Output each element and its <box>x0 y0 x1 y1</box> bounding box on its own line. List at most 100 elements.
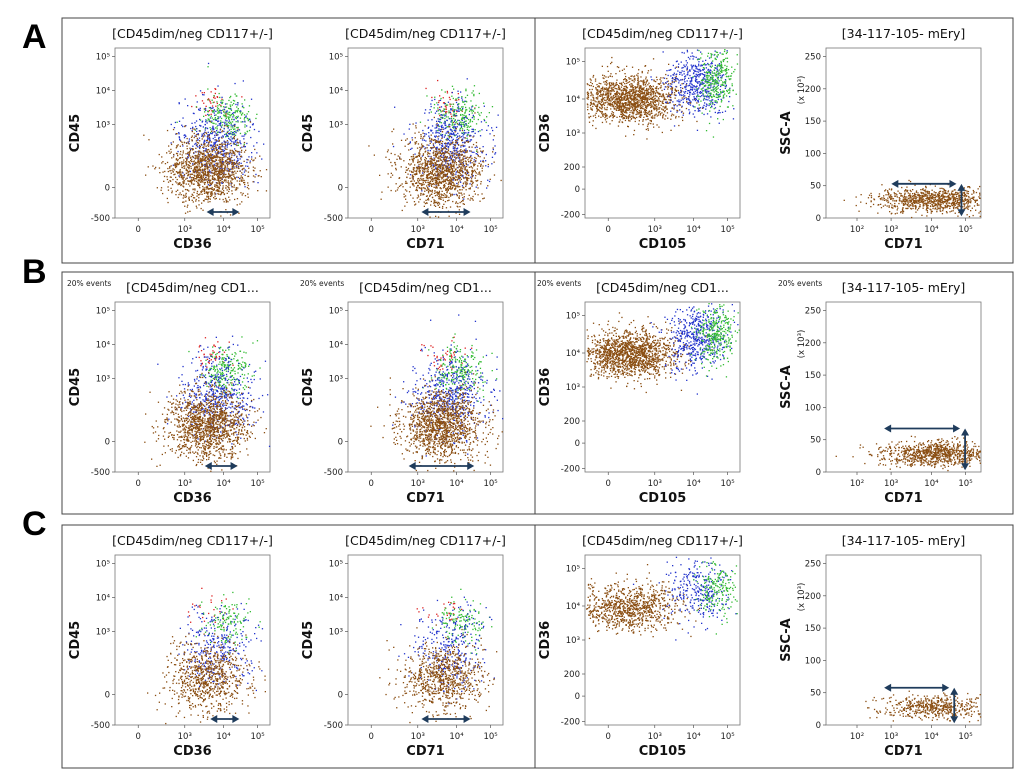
y-axis-label: CD45 <box>68 368 83 406</box>
x-axis-label: CD36 <box>173 237 211 252</box>
erythroid-population <box>368 110 502 218</box>
range-arrows <box>210 715 240 723</box>
y-tick-label: 0 <box>105 183 110 193</box>
erythroid-population <box>144 371 267 472</box>
x-tick-label: 10³ <box>648 479 662 489</box>
y-tick-label: 0 <box>338 183 343 193</box>
scatter-points <box>586 49 739 140</box>
scatter-points <box>370 314 504 472</box>
y-tick-label: 200 <box>805 592 821 602</box>
x-tick-label: 10⁴ <box>216 732 231 742</box>
blue-population <box>398 596 495 705</box>
y-tick-label: -500 <box>91 468 110 478</box>
plot-A-2: [CD45dim/neg CD117+/-] CD71 CD45 0 10³ 10⁴ 10⁵… <box>301 26 506 252</box>
plot-title: [34-117-105- mEry] <box>842 280 966 295</box>
y-tick-label: 10³ <box>329 375 343 385</box>
y-tick-label: 10⁵ <box>566 312 580 322</box>
plot-frame <box>825 301 982 473</box>
x-axis-label: CD71 <box>884 237 922 252</box>
x-tick-label: 10⁴ <box>686 225 701 235</box>
plot-frame <box>114 301 271 473</box>
y-tick-label: 50 <box>810 182 821 192</box>
range-arrows <box>408 462 475 470</box>
green-population <box>690 303 740 378</box>
y-tick-label: 10⁵ <box>566 58 580 68</box>
range-arrows <box>884 683 959 724</box>
y-axis-label: CD36 <box>538 368 553 406</box>
y-tick-label: 0 <box>105 437 110 447</box>
plot-title: [CD45dim/neg CD117+/-] <box>582 533 743 548</box>
plot-title: [CD45dim/neg CD1... <box>359 280 492 295</box>
y-tick-label: 10³ <box>566 636 580 646</box>
panel-label: B <box>22 253 47 291</box>
y-tick-label: 100 <box>805 149 821 159</box>
plot-frame <box>114 554 271 726</box>
y-tick-label: 150 <box>805 117 821 127</box>
x-axis-label: CD105 <box>639 744 686 759</box>
y-axis-label: CD36 <box>538 114 553 152</box>
plot-title: [CD45dim/neg CD117+/-] <box>345 26 506 41</box>
x-tick-label: 10⁵ <box>720 732 734 742</box>
arrowhead-right <box>232 715 240 723</box>
y-tick-label: 0 <box>816 468 821 478</box>
y-tick-label: 10⁵ <box>329 307 343 317</box>
x-tick-label: 10⁵ <box>958 732 972 742</box>
erythroid-population <box>835 431 981 472</box>
panel-border <box>61 271 1014 515</box>
y-tick-label: 100 <box>805 656 821 666</box>
y-tick-label: 10⁴ <box>566 602 581 612</box>
plot-A-4: [34-117-105- mEry] CD71 SSC-A 10² 10³ 10⁴ 10⁵ 0… <box>779 26 982 252</box>
plot-B-2: [CD45dim/neg CD1... 20% events CD71 CD45 0 10… <box>300 279 504 506</box>
range-arrows <box>206 208 240 216</box>
y-tick-label: -500 <box>91 214 110 224</box>
y-axis-label: CD45 <box>68 621 83 659</box>
x-tick-label: 10⁴ <box>924 479 939 489</box>
y-axis-label: CD45 <box>68 114 83 152</box>
plot-title: [34-117-105- mEry] <box>842 533 966 548</box>
plot-frame <box>825 47 982 219</box>
arrowhead-left <box>421 208 429 216</box>
x-axis-label: CD71 <box>406 491 444 506</box>
y-tick-label: 250 <box>805 560 821 570</box>
x-tick-label: 10³ <box>884 225 898 235</box>
blue-population <box>178 602 264 692</box>
y-unit-label: (x 10³) <box>797 583 807 612</box>
panel-border <box>61 17 1014 264</box>
plot-frame <box>584 301 741 473</box>
arrowhead-up <box>957 183 966 191</box>
x-tick-label: 10⁴ <box>216 225 231 235</box>
x-tick-label: 10⁵ <box>483 479 497 489</box>
y-tick-label: 0 <box>816 214 821 224</box>
panel-B: B <box>22 253 1014 515</box>
y-tick-label: 0 <box>105 690 110 700</box>
y-tick-label: 50 <box>810 436 821 446</box>
arrowhead-left <box>204 462 212 470</box>
x-tick-label: 10⁴ <box>686 479 701 489</box>
y-tick-label: 250 <box>805 307 821 317</box>
scatter-points <box>144 335 271 472</box>
y-tick-label: 10⁴ <box>566 349 581 359</box>
y-tick-label: 0 <box>338 690 343 700</box>
x-tick-label: 10⁵ <box>483 732 497 742</box>
y-tick-label: 10⁵ <box>96 307 110 317</box>
arrowhead-up <box>950 687 959 695</box>
arrowhead-right <box>232 208 240 216</box>
y-tick-label: 10⁵ <box>329 560 343 570</box>
arrowhead-left <box>884 424 892 433</box>
y-tick-label: 200 <box>564 163 580 173</box>
x-tick-label: 10³ <box>884 479 898 489</box>
y-tick-label: 0 <box>575 185 580 195</box>
y-tick-label: 0 <box>338 437 343 447</box>
plot-C-1: [CD45dim/neg CD117+/-] CD36 CD45 0 10³ 10⁴ 10⁵… <box>68 533 273 759</box>
x-tick-label: 10² <box>850 479 864 489</box>
x-tick-label: 10⁵ <box>720 225 734 235</box>
y-tick-label: -500 <box>91 721 110 731</box>
erythroid-population <box>379 624 498 724</box>
y-tick-label: 10⁴ <box>329 594 344 604</box>
events-note: 20% events <box>537 279 581 288</box>
x-axis-label: CD36 <box>173 744 211 759</box>
arrowhead-left <box>210 715 218 723</box>
y-tick-label: 0 <box>575 692 580 702</box>
y-tick-label: 10³ <box>329 121 343 131</box>
y-tick-label: 10⁴ <box>96 594 111 604</box>
